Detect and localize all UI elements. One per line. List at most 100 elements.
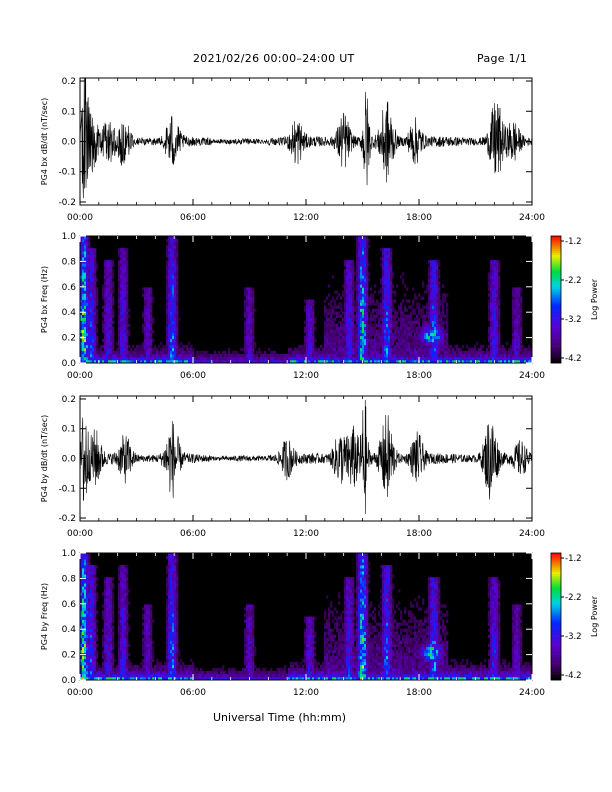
spectrogram-cell	[516, 359, 519, 364]
spectrogram-cell	[110, 676, 113, 681]
spectrogram-cell	[108, 664, 111, 669]
spectrogram-cell	[112, 344, 115, 349]
spectrogram-cell	[292, 359, 295, 364]
spectrogram-cell	[148, 616, 151, 620]
spectrogram-cell	[360, 260, 363, 264]
spectrogram-cell	[110, 655, 113, 660]
spectrogram-cell	[146, 338, 149, 343]
spectrogram-cell	[434, 341, 437, 346]
spectrogram-cell	[124, 275, 127, 279]
spectrogram-cell	[124, 619, 127, 623]
spectrogram-cell	[96, 625, 99, 629]
spectrogram-cell	[348, 338, 351, 343]
spectrogram-cell	[104, 293, 107, 297]
spectrogram-cell	[84, 350, 87, 355]
spectrogram-cell	[512, 311, 515, 315]
spectrogram-cell	[84, 616, 87, 620]
spectrogram-cell	[404, 347, 407, 352]
spectrogram-cell	[496, 260, 499, 264]
spectrogram-cell	[328, 326, 331, 331]
spectrogram-cell	[126, 592, 129, 596]
spectrogram-cell	[434, 338, 437, 343]
spectrogram-cell	[126, 356, 129, 361]
spectrogram-cell	[86, 341, 89, 346]
spectrogram-cell	[346, 281, 349, 285]
spectrogram-cell	[80, 598, 83, 602]
spectrogram-cell	[444, 356, 447, 361]
spectrogram-cell	[144, 616, 147, 620]
spectrogram-cell	[420, 332, 423, 337]
spectrogram-cell	[82, 583, 85, 587]
spectrogram-cell	[432, 335, 435, 340]
spectrogram-cell	[84, 655, 87, 660]
spectrogram-cell	[86, 577, 89, 581]
spectrogram-cell	[144, 625, 147, 629]
spectrogram-cell	[126, 649, 129, 654]
spectrogram-cell	[112, 619, 115, 623]
spectrogram-cell	[434, 332, 437, 337]
spectrogram-cell	[406, 356, 409, 361]
spectrogram-cell	[412, 323, 415, 328]
spectrogram-cell	[408, 359, 411, 364]
spectrogram-cell	[136, 664, 139, 669]
spectrogram-cell	[248, 356, 251, 361]
spectrogram-cell	[352, 278, 355, 282]
spectrogram-cell	[492, 263, 495, 267]
spectrogram-cell	[492, 332, 495, 337]
spectrogram-cell	[376, 314, 379, 318]
spectrogram-cell	[122, 338, 125, 343]
spectrogram-cell	[82, 619, 85, 623]
spectrogram-cell	[120, 350, 123, 355]
spectrogram-cell	[414, 344, 417, 349]
spectrogram-cell	[400, 275, 403, 279]
spectrogram-cell	[116, 673, 119, 678]
spectrogram-cell	[510, 356, 513, 361]
spectrogram-cell	[412, 353, 415, 358]
spectrogram-cell	[474, 347, 477, 352]
spectrogram-cell	[92, 293, 95, 297]
spectrogram-cell	[90, 625, 93, 629]
spectrogram-cell	[182, 359, 185, 364]
colorbar-segment	[551, 329, 561, 332]
spectrogram-cell	[418, 335, 421, 340]
spectrogram-cell	[170, 290, 173, 294]
spectrogram-cell	[244, 350, 247, 355]
spectrogram-cell	[122, 565, 125, 569]
spectrogram-cell	[112, 676, 115, 681]
spectrogram-cell	[150, 664, 153, 669]
spectrogram-cell	[86, 266, 89, 270]
spectrogram-cell	[194, 356, 197, 361]
spectrogram-cell	[122, 254, 125, 258]
spectrogram-cell	[320, 350, 323, 355]
spectrogram-cell	[252, 329, 255, 334]
spectrogram-cell	[346, 269, 349, 273]
spectrogram-cell	[422, 314, 425, 318]
spectrogram-cell	[358, 296, 361, 300]
spectrogram-cell	[200, 356, 203, 361]
spectrogram-cell	[92, 350, 95, 355]
spectrogram-cell	[410, 329, 413, 334]
spectrogram-cell	[294, 350, 297, 355]
spectrogram-cell	[402, 347, 405, 352]
spectrogram-cell	[462, 350, 465, 355]
spectrogram-cell	[142, 661, 145, 666]
spectrogram-cell	[154, 347, 157, 352]
spectrogram-cell	[148, 634, 151, 638]
spectrogram-cell	[150, 341, 153, 346]
spectrogram-cell	[494, 290, 497, 294]
spectrogram-cell	[290, 359, 293, 364]
spectrogram-cell	[150, 676, 153, 681]
spectrogram-cell	[80, 302, 83, 306]
spectrogram-cell	[428, 275, 431, 279]
spectrogram-cell	[196, 350, 199, 355]
colorbar-label: Log Power	[590, 278, 599, 320]
spectrogram-cell	[314, 347, 317, 352]
spectrogram-cell	[148, 305, 151, 309]
spectrogram-cell	[108, 284, 111, 288]
spectrogram-cell	[420, 350, 423, 355]
spectrogram-cell	[90, 664, 93, 669]
spectrogram-cell	[306, 359, 309, 364]
spectrogram-cell	[122, 332, 125, 337]
spectrogram-cell	[248, 302, 251, 306]
spectrogram-cell	[82, 643, 85, 648]
